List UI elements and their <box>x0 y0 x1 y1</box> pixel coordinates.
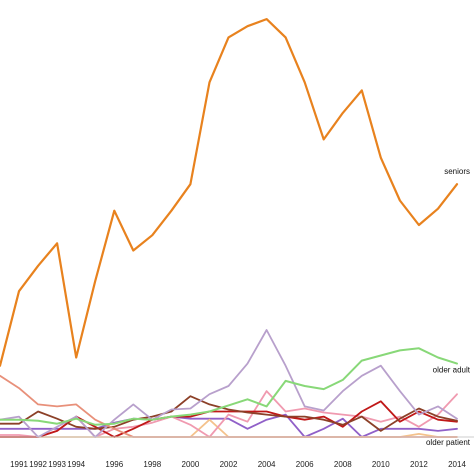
series-line-older-adult <box>0 347 458 426</box>
x-tick-label: 1996 <box>105 460 123 469</box>
series-line-7 <box>0 390 458 438</box>
x-tick-label: 2006 <box>296 460 314 469</box>
series-label: seniors <box>444 167 470 176</box>
x-tick-label: 2008 <box>334 460 352 469</box>
series-labels: seniors older adult older patient <box>426 167 471 447</box>
series-line-9 <box>0 413 458 438</box>
x-tick-label: 1998 <box>143 460 161 469</box>
x-tick-labels: 1991 1992 1993 1994 1996 1998 2000 2002 2004 2006… <box>10 460 466 469</box>
x-tick-label: 1993 <box>48 460 66 469</box>
series-line-seniors <box>0 18 459 367</box>
x-tick-label: 1994 <box>67 460 85 469</box>
x-tick-label: 2012 <box>410 460 428 469</box>
series-label: older adult <box>433 366 471 375</box>
x-tick-label: 2010 <box>372 460 390 469</box>
x-tick-label: 2002 <box>220 460 238 469</box>
x-tick-label: 2014 <box>448 460 466 469</box>
series-line-5 <box>0 395 458 432</box>
series-layer <box>0 18 459 438</box>
x-tick-label: 2000 <box>182 460 200 469</box>
x-tick-label: 1991 <box>10 460 28 469</box>
series-line-4 <box>0 329 458 438</box>
x-tick-label: 2004 <box>258 460 276 469</box>
series-label: older patient <box>426 438 471 447</box>
x-tick-label: 1992 <box>29 460 47 469</box>
